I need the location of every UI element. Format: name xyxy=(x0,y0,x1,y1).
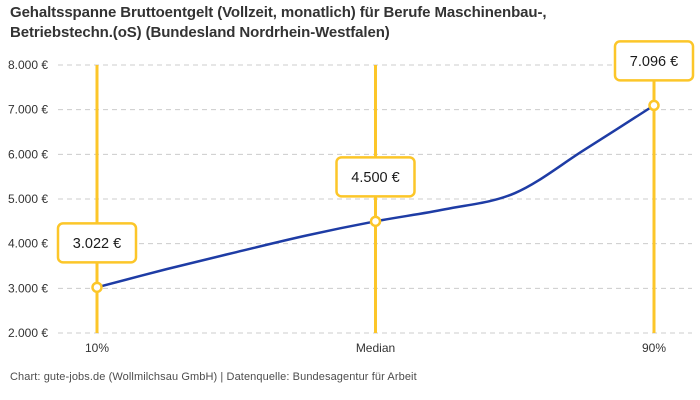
value-label-box-10 xyxy=(56,222,138,264)
y-tick-label-7000: 7.000 € xyxy=(8,103,48,117)
x-tick-label-median: Median xyxy=(356,341,395,355)
value-label-text-90: 7.096 € xyxy=(630,54,678,70)
point-marker-10 xyxy=(91,281,103,294)
point-marker-90 xyxy=(648,99,660,112)
x-tick-label-10: 10% xyxy=(85,341,109,355)
chart-title: Gehaltsspanne Bruttoentgelt (Vollzeit, m… xyxy=(10,4,547,41)
y-tick-label-8000: 8.000 € xyxy=(8,58,48,72)
y-tick-label-5000: 5.000 € xyxy=(8,192,48,206)
x-tick-label-90: 90% xyxy=(642,341,666,355)
value-label-box-median xyxy=(335,156,416,198)
y-tick-label-6000: 6.000 € xyxy=(8,147,48,161)
y-tick-label-4000: 4.000 € xyxy=(8,237,48,251)
value-label-box-90 xyxy=(613,40,695,82)
value-label-text-10: 3.022 € xyxy=(73,236,121,252)
value-label-text-median: 4.500 € xyxy=(351,170,399,186)
point-marker-median xyxy=(369,215,382,228)
y-tick-label-2000: 2.000 € xyxy=(8,326,48,340)
y-tick-label-3000: 3.000 € xyxy=(8,281,48,295)
chart-credit: Chart: gute-jobs.de (Wollmilchsau GmbH) … xyxy=(10,371,417,383)
